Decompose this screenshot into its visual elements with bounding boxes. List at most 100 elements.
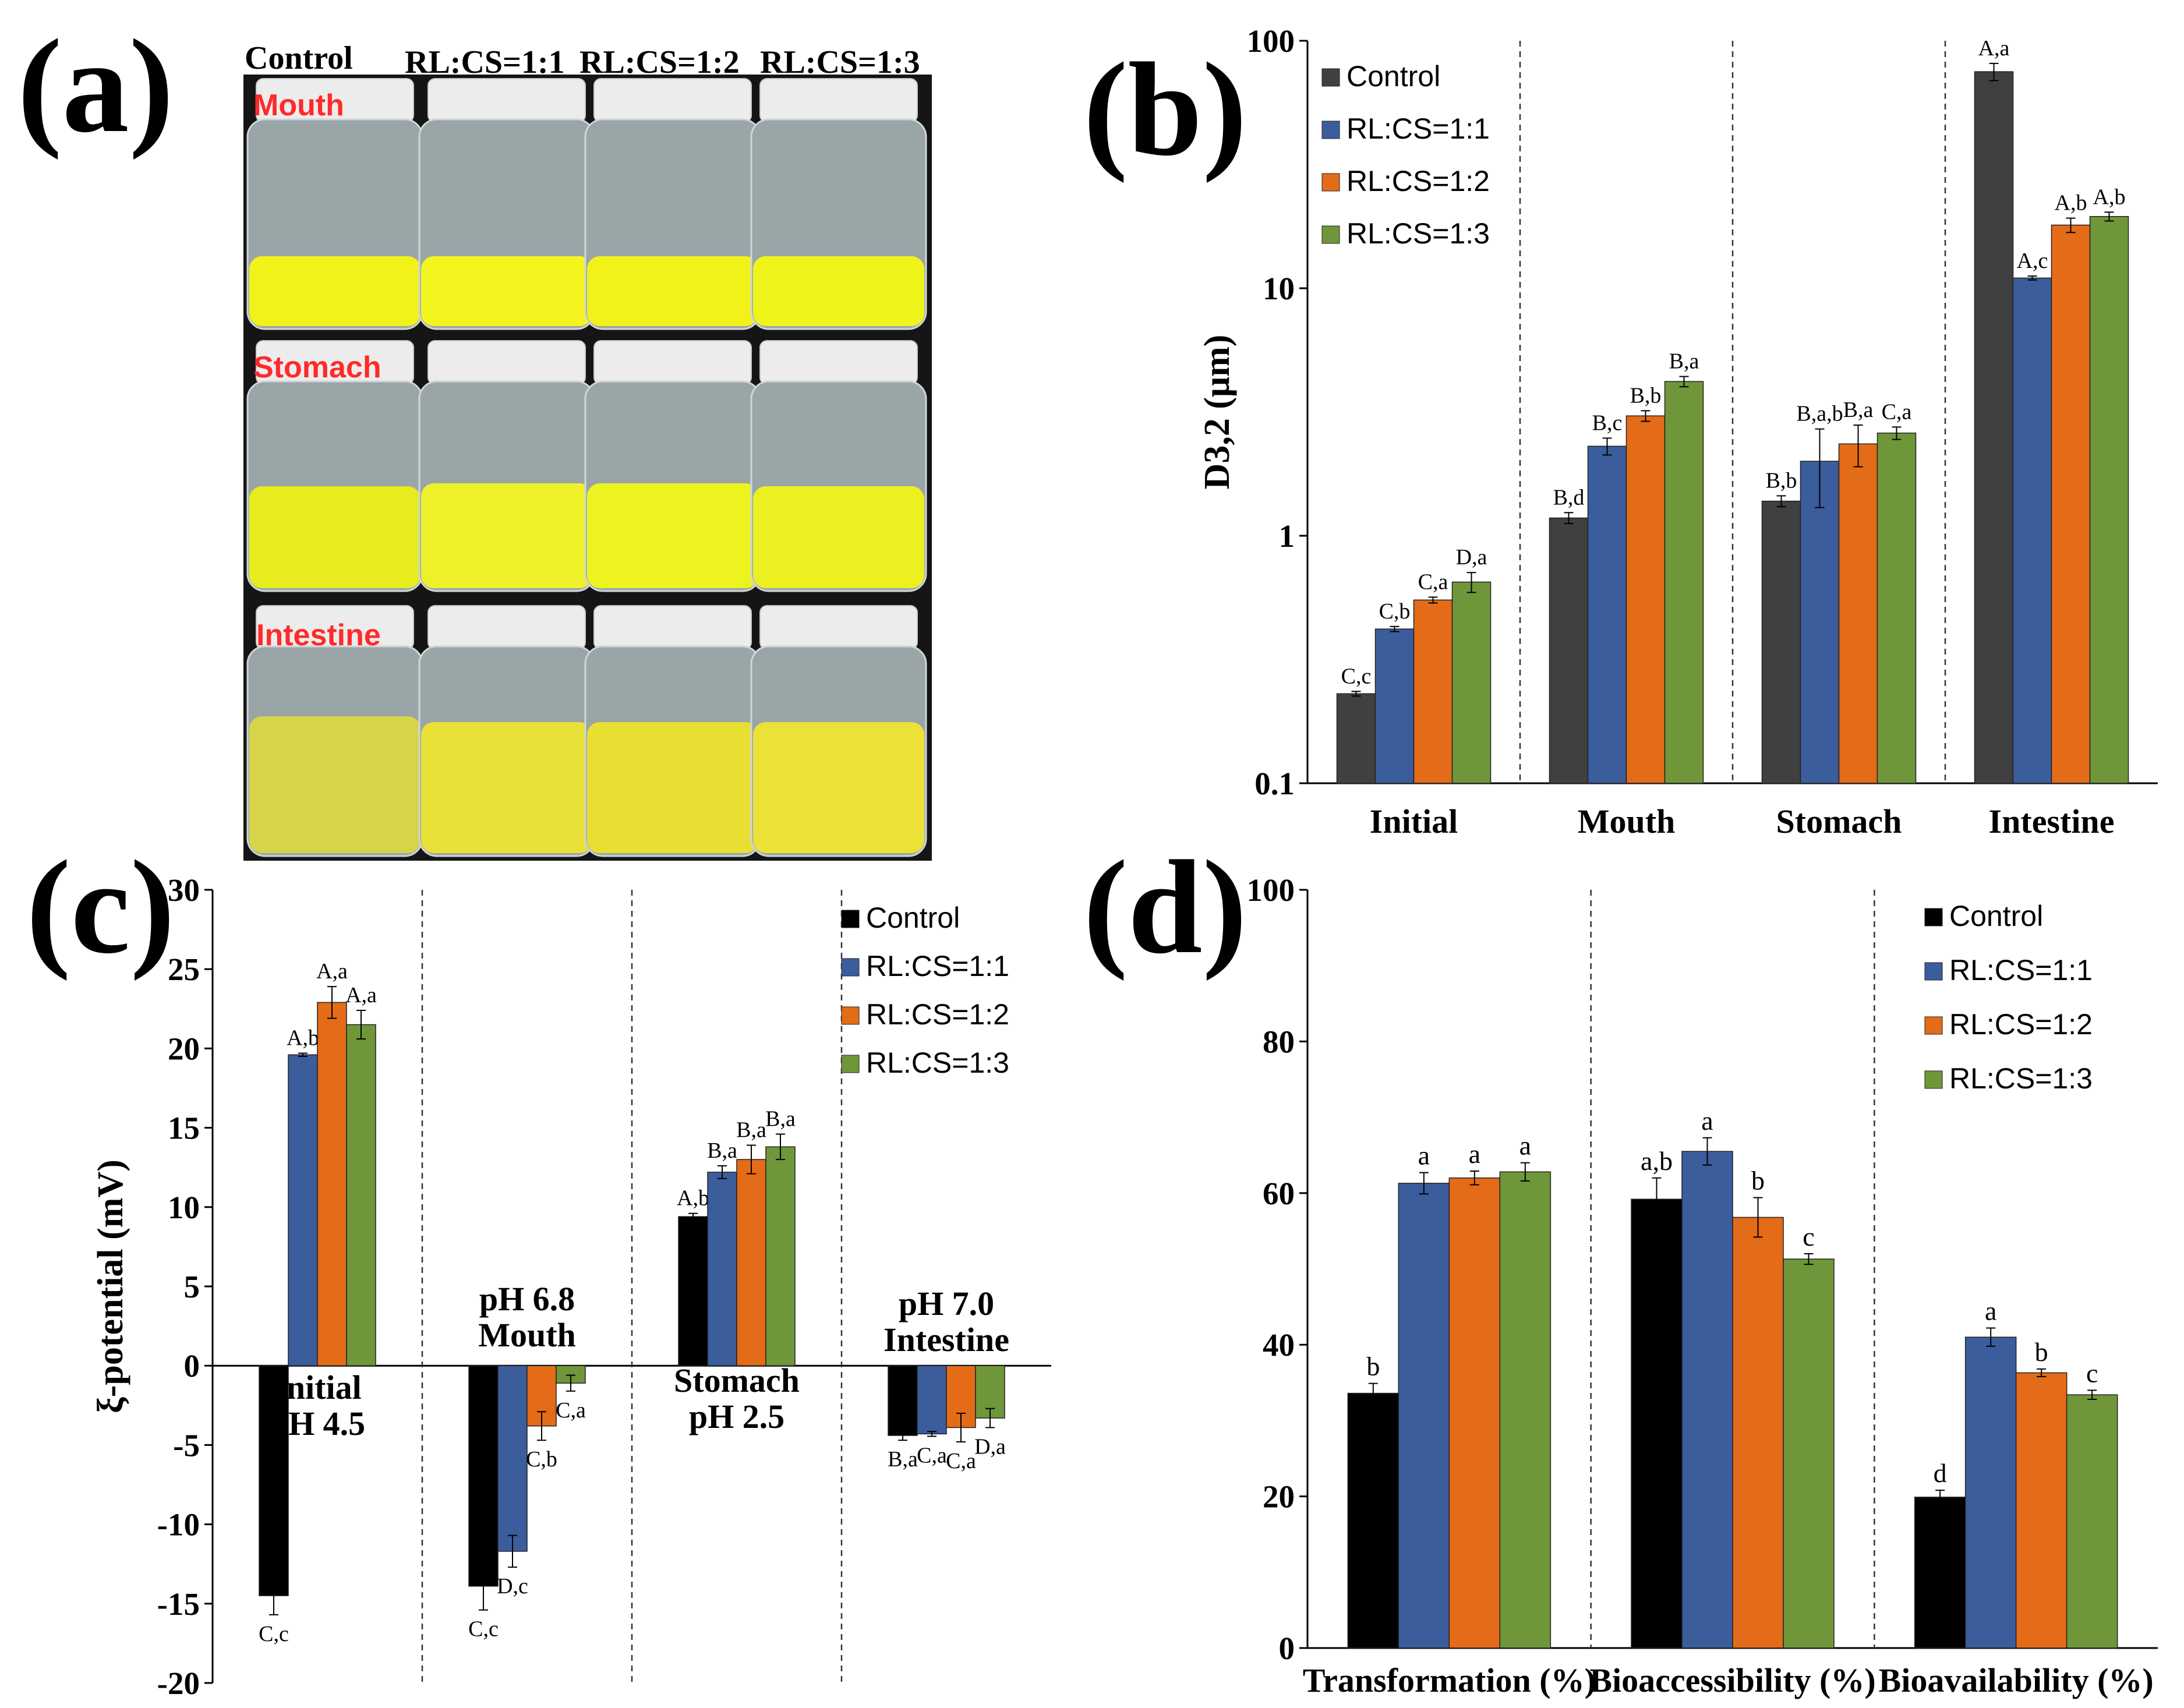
data-label: D,a [974,1434,1006,1459]
legend-label: RL:CS=1:3 [1347,217,1490,250]
bar-Control [1336,693,1376,784]
data-label: B,a [707,1138,737,1163]
bar-RL-CS-1-1 [1398,1183,1450,1649]
data-label: a [1469,1139,1480,1169]
legend-label: RL:CS=1:3 [1949,1062,2093,1095]
y-tick-label: 0.1 [1254,766,1295,801]
panel-label-d: (d) [1083,833,1247,981]
data-label: B,a [736,1118,766,1143]
data-label: c [1803,1222,1814,1251]
bar-RL-CS-1-2 [1448,1177,1501,1649]
data-label: A,a [345,983,377,1007]
y-axis-title: ξ-potential (mV) [91,1159,130,1413]
photo-row-label-mouth: Mouth [253,89,344,122]
data-label: C,c [468,1617,499,1642]
bar-RL-CS-1-2 [2051,224,2091,784]
legend-swatch [1321,225,1340,244]
group-label: Intestine [884,1321,1009,1359]
legend-label: RL:CS=1:2 [1949,1008,2093,1041]
legend-label: RL:CS=1:2 [866,998,1009,1031]
jar-liquid [421,483,592,588]
bar-RL-CS-1-3 [1664,381,1704,784]
jar-lid [759,605,918,650]
legend-swatch [841,910,860,928]
data-label: B,b [1766,468,1797,493]
legend-label: Control [1949,900,2043,932]
data-label: B,b [1630,383,1662,408]
category-label: Bioavailability (%) [1879,1661,2154,1699]
data-label: a [1701,1106,1713,1136]
data-label: C,a [556,1398,586,1423]
category-label: Bioaccessibility (%) [1589,1661,1875,1699]
jar-lid [427,340,586,385]
jar-liquid [249,486,420,588]
data-label: B,c [1592,411,1623,435]
data-label: B,a [1669,349,1699,374]
jar-liquid [249,716,420,853]
y-tick-label: -15 [157,1586,200,1622]
bar-RL-CS-1-3 [1499,1171,1552,1649]
bar-Control [1914,1497,1966,1649]
bar-RL-CS-1-3 [1876,432,1917,784]
bar-Control [678,1216,708,1366]
jar-liquid [587,256,758,326]
group-label: Mouth [478,1316,576,1354]
legend-swatch [841,1055,860,1073]
y-tick-label: 25 [168,952,200,987]
y-tick-label: 0 [1279,1631,1295,1666]
y-tick-label: 0 [184,1348,200,1384]
bar-RL-CS-1-2 [736,1159,766,1366]
y-tick-label: 15 [168,1111,200,1146]
data-label: B,a [765,1106,796,1131]
y-tick-label: 10 [1263,271,1295,306]
group-label: pH 2.5 [689,1398,784,1435]
legend-label: RL:CS=1:1 [866,950,1009,982]
y-tick-label: 20 [168,1031,200,1066]
bar-RL-CS-1-3 [1783,1258,1835,1649]
bar-RL-CS-1-3 [346,1024,376,1366]
bar-Control [468,1365,499,1587]
legend-label: RL:CS=1:3 [866,1046,1009,1079]
bar-RL-CS-1-2 [2015,1372,2068,1649]
bar-RL-CS-1-3 [2066,1394,2118,1649]
jar-photo: Control RL:CS=1:1 RL:CS=1:2 RL:CS=1:3 Mo… [243,40,932,861]
data-label: b [1751,1166,1765,1196]
y-tick-label: 40 [1263,1327,1295,1363]
legend-swatch [1924,962,1943,981]
bar-RL-CS-1-2 [1838,443,1878,784]
photo-column-label: RL:CS=1:3 [760,44,920,80]
chart-b: 0.1 1 10 100 C,c C,b C,a D,a Initial B,d B,c B,b B,a… [1197,23,2158,840]
y-tick-label: 1 [1279,518,1295,554]
bar-RL-CS-1-2 [1625,415,1666,784]
legend-swatch [1321,121,1340,139]
category-label: Intestine [1989,802,2115,840]
legend-swatch [1321,68,1340,87]
group-label: pH 7.0 [899,1285,994,1322]
jar-liquid [753,722,924,853]
bar-RL-CS-1-1 [497,1365,528,1552]
bar-Control [1974,71,2014,784]
jar-lid [593,340,752,385]
bar-RL-CS-1-1 [1374,628,1415,784]
legend-label: Control [866,901,960,934]
legend-label: RL:CS=1:1 [1347,112,1490,145]
photo-row-label-intestine: Intestine [256,618,381,652]
photo-column-label: Control [245,40,353,76]
legend-swatch [1924,1016,1943,1035]
group-label: pH 4.5 [270,1405,365,1442]
category-label: Stomach [1776,802,1902,840]
panel-label-a: (a) [17,12,174,160]
bar-RL-CS-1-1 [1964,1336,2017,1649]
chart-d: 0 20 40 60 80 100 b a a a Transformation (%) a,b a b c… [1247,872,2158,1699]
data-label: d [1934,1458,1947,1488]
data-label: A,a [316,959,348,984]
jar-liquid [249,256,420,326]
y-tick-label: 100 [1247,872,1295,908]
bar-RL-CS-1-1 [707,1172,737,1366]
bar-Control [888,1365,918,1436]
data-label: A,a [1978,36,2010,61]
data-label: C,c [1341,664,1372,688]
jar-liquid [587,722,758,853]
chart-c: -20 -15 -10 -5 0 5 10 15 20 25 30 C,c A,b A,aA,a Initi… [91,872,1051,1701]
